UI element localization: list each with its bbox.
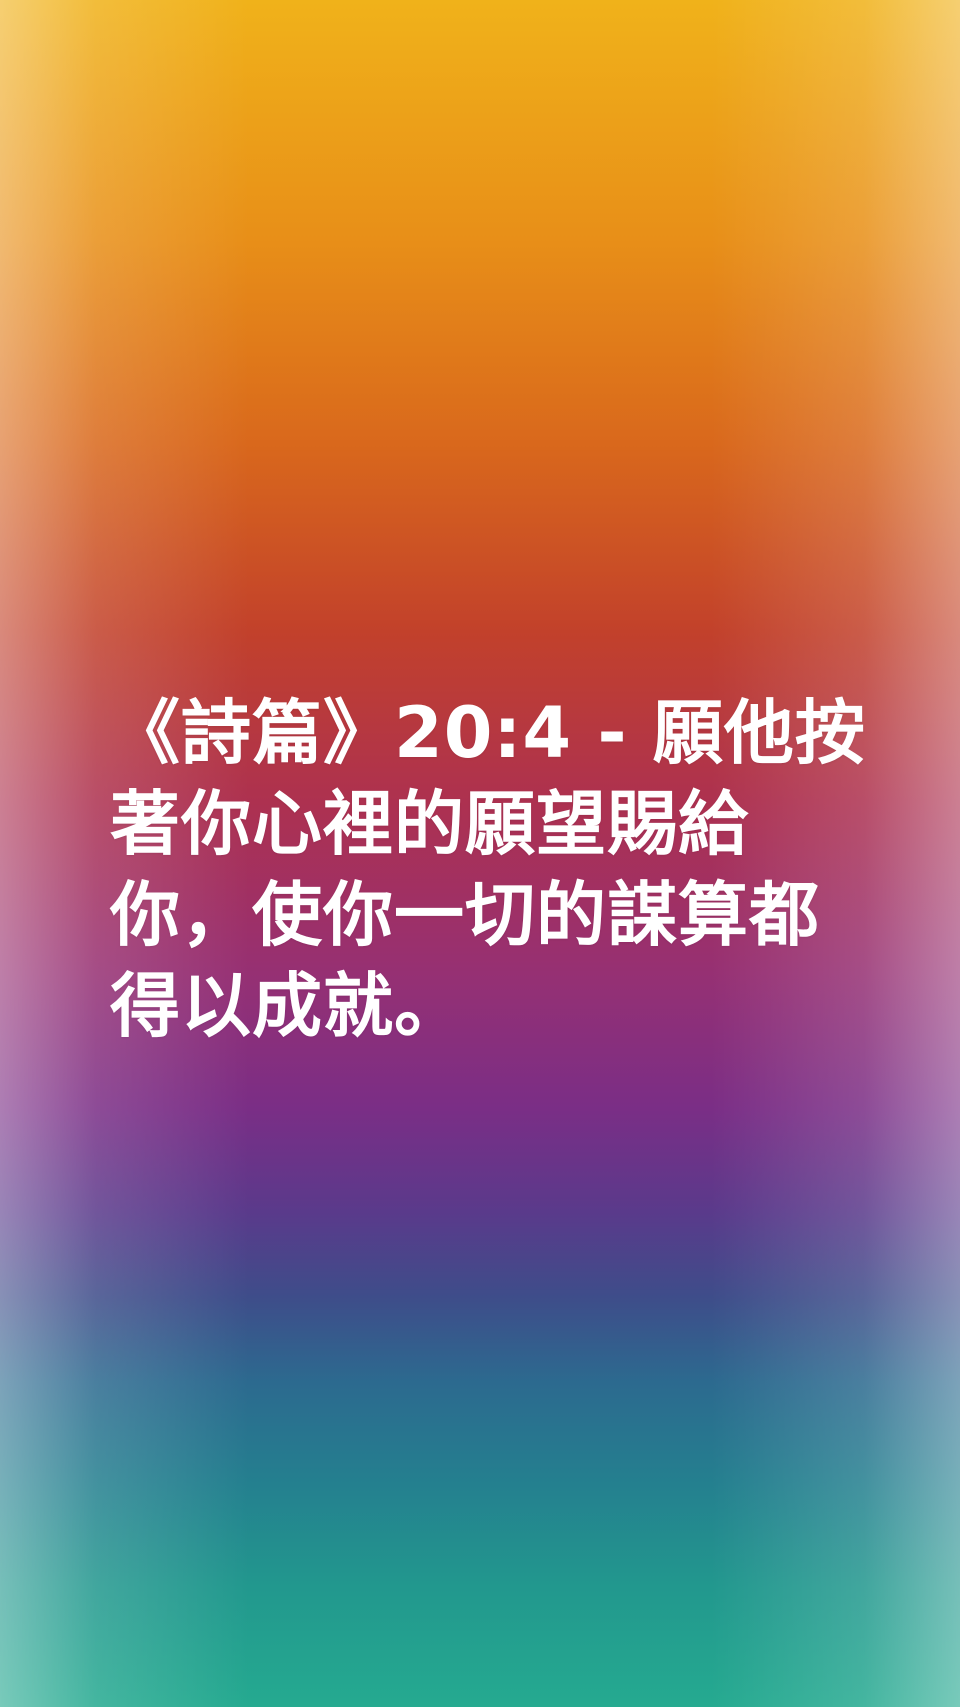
verse-text: 《詩篇》20:4 - 願他按著你心裡的願望賜給你，使你一切的謀算都得以成就。 [110, 692, 866, 1047]
